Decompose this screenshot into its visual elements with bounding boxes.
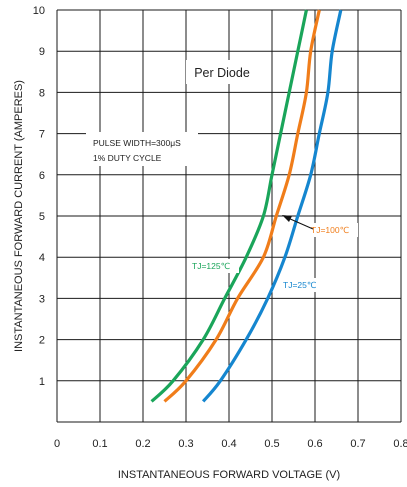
x-tick-label: 0.4 bbox=[221, 438, 236, 450]
tj100-arrow-shaft bbox=[287, 217, 314, 230]
x-tick-label: 0.3 bbox=[178, 438, 193, 450]
tj100-arrowhead-icon bbox=[282, 215, 292, 222]
pulse-width-label: PULSE WIDTH=300μS bbox=[93, 138, 181, 148]
y-tick-label: 5 bbox=[39, 211, 45, 223]
duty-cycle-label: 1% DUTY CYCLE bbox=[93, 153, 162, 163]
x-tick-label: 0.8 bbox=[393, 438, 407, 450]
x-tick-labels: 0 0.1 0.2 0.3 0.4 0.5 0.6 0.7 0.8 bbox=[54, 438, 407, 450]
x-tick-label: 0 bbox=[54, 438, 60, 450]
series-curves bbox=[150, 9, 343, 403]
y-tick-label: 8 bbox=[39, 87, 45, 99]
series-line-tj25 bbox=[201, 9, 343, 403]
x-tick-label: 0.5 bbox=[264, 438, 279, 450]
y-tick-label: 1 bbox=[39, 376, 45, 388]
y-tick-label: 10 bbox=[33, 5, 45, 17]
test-condition-annotation: PULSE WIDTH=300μS 1% DUTY CYCLE bbox=[86, 132, 198, 166]
y-tick-labels: 1 2 3 4 5 6 7 8 9 10 bbox=[33, 5, 45, 388]
per-diode-backdrop bbox=[186, 60, 258, 84]
y-axis-title: INSTANTANEOUS FORWARD CURRENT (AMPERES) bbox=[13, 80, 25, 352]
series-line-tj125 bbox=[150, 9, 308, 403]
y-tick-label: 9 bbox=[39, 46, 45, 58]
tj25-label: TJ=25℃ bbox=[283, 280, 317, 290]
tj100-backdrop bbox=[308, 223, 358, 237]
y-tick-label: 2 bbox=[39, 335, 45, 347]
tj125-label: TJ=125℃ bbox=[192, 261, 231, 271]
tj100-label: TJ=100℃ bbox=[311, 225, 350, 235]
per-diode-annotation: Per Diode bbox=[186, 60, 258, 84]
test-condition-backdrop bbox=[86, 132, 198, 166]
y-tick-label: 3 bbox=[39, 293, 45, 305]
x-tick-label: 0.7 bbox=[350, 438, 365, 450]
x-tick-label: 0.1 bbox=[92, 438, 107, 450]
y-tick-label: 7 bbox=[39, 129, 45, 141]
series-line-tj100 bbox=[163, 9, 321, 403]
series-labels: TJ=125℃ TJ=100℃ TJ=25℃ bbox=[189, 215, 358, 292]
y-tick-label: 4 bbox=[39, 252, 45, 264]
tj125-backdrop bbox=[189, 259, 239, 273]
x-tick-label: 0.2 bbox=[135, 438, 150, 450]
y-tick-label: 6 bbox=[39, 170, 45, 182]
per-diode-label: Per Diode bbox=[194, 66, 250, 80]
x-tick-label: 0.6 bbox=[307, 438, 322, 450]
x-axis-title: INSTANTANEOUS FORWARD VOLTAGE (V) bbox=[118, 469, 340, 481]
tj25-backdrop bbox=[280, 278, 326, 292]
grid-lines bbox=[56, 9, 402, 423]
